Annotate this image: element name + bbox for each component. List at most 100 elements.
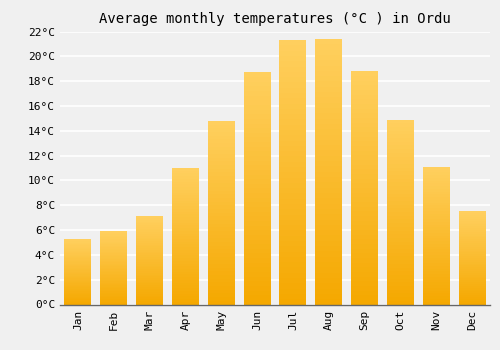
Bar: [387, 227, 414, 231]
Bar: [316, 39, 342, 44]
Bar: [208, 250, 234, 253]
Bar: [316, 44, 342, 50]
Bar: [387, 134, 414, 138]
Bar: [316, 251, 342, 257]
Bar: [136, 246, 163, 248]
Bar: [208, 209, 234, 213]
Bar: [458, 293, 485, 295]
Bar: [100, 255, 127, 256]
Bar: [351, 188, 378, 193]
Bar: [100, 297, 127, 299]
Bar: [64, 281, 92, 282]
Bar: [458, 258, 485, 260]
Bar: [351, 193, 378, 197]
Bar: [387, 208, 414, 212]
Bar: [208, 198, 234, 202]
Bar: [316, 273, 342, 278]
Bar: [208, 297, 234, 301]
Bar: [280, 267, 306, 273]
Bar: [458, 289, 485, 292]
Bar: [458, 230, 485, 232]
Bar: [64, 247, 92, 248]
Bar: [458, 275, 485, 276]
Bar: [316, 92, 342, 97]
Bar: [458, 243, 485, 245]
Bar: [423, 244, 450, 247]
Bar: [316, 103, 342, 108]
Bar: [316, 182, 342, 188]
Bar: [280, 167, 306, 172]
Bar: [208, 128, 234, 132]
Bar: [316, 172, 342, 177]
Bar: [280, 299, 306, 304]
Bar: [64, 287, 92, 289]
Bar: [316, 108, 342, 113]
Bar: [100, 302, 127, 303]
Bar: [100, 303, 127, 304]
Bar: [136, 239, 163, 241]
Bar: [458, 273, 485, 275]
Bar: [423, 266, 450, 269]
Bar: [136, 284, 163, 285]
Bar: [100, 268, 127, 270]
Bar: [208, 238, 234, 242]
Bar: [387, 241, 414, 245]
Bar: [316, 76, 342, 82]
Bar: [458, 288, 485, 289]
Bar: [423, 189, 450, 191]
Bar: [100, 278, 127, 280]
Bar: [100, 288, 127, 290]
Bar: [351, 220, 378, 225]
Bar: [280, 156, 306, 162]
Bar: [423, 191, 450, 194]
Bar: [136, 274, 163, 276]
Bar: [280, 83, 306, 88]
Bar: [208, 143, 234, 147]
Bar: [100, 259, 127, 260]
Bar: [136, 223, 163, 225]
Bar: [100, 271, 127, 272]
Bar: [316, 156, 342, 161]
Bar: [280, 220, 306, 225]
Bar: [244, 188, 270, 193]
Bar: [136, 229, 163, 231]
Bar: [387, 197, 414, 201]
Bar: [64, 278, 92, 280]
Bar: [244, 226, 270, 230]
Bar: [64, 282, 92, 284]
Bar: [280, 56, 306, 61]
Bar: [172, 179, 199, 182]
Bar: [280, 104, 306, 109]
Bar: [351, 267, 378, 272]
Bar: [387, 175, 414, 179]
Bar: [244, 221, 270, 226]
Bar: [208, 161, 234, 165]
Bar: [244, 290, 270, 295]
Bar: [100, 280, 127, 281]
Bar: [458, 223, 485, 224]
Bar: [423, 230, 450, 233]
Bar: [316, 257, 342, 262]
Bar: [351, 90, 378, 94]
Bar: [172, 280, 199, 283]
Bar: [100, 272, 127, 274]
Bar: [458, 247, 485, 248]
Bar: [316, 129, 342, 134]
Bar: [244, 151, 270, 156]
Bar: [280, 72, 306, 77]
Bar: [100, 291, 127, 293]
Bar: [351, 258, 378, 262]
Bar: [316, 161, 342, 166]
Bar: [387, 238, 414, 242]
Bar: [423, 197, 450, 200]
Bar: [136, 225, 163, 227]
Bar: [64, 289, 92, 290]
Bar: [172, 212, 199, 215]
Bar: [280, 66, 306, 72]
Bar: [280, 119, 306, 125]
Bar: [458, 279, 485, 280]
Bar: [136, 264, 163, 266]
Bar: [423, 214, 450, 216]
Bar: [244, 235, 270, 239]
Bar: [208, 205, 234, 209]
